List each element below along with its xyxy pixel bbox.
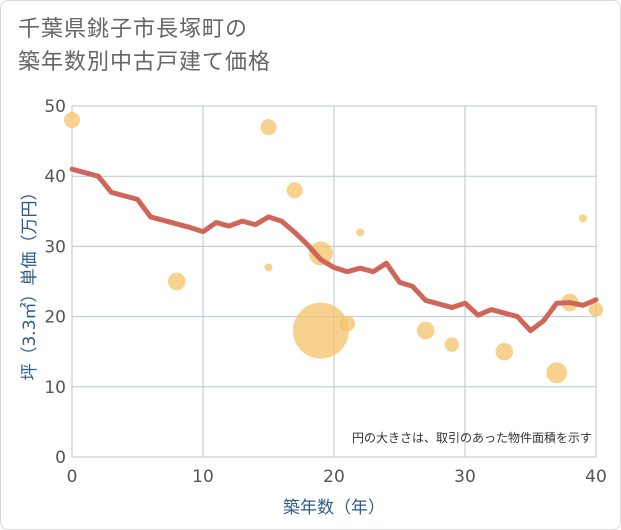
x-tick-10: 10	[192, 467, 214, 487]
x-tick-20: 20	[323, 467, 345, 487]
bubble-6	[292, 302, 349, 359]
trend-series-trend	[69, 166, 599, 334]
chart-title: 千葉県銚子市長塚町の 築年数別中古戸建て価格	[18, 13, 271, 79]
size-note: 円の大きさは、取引のあった物件面積を示す	[352, 430, 592, 445]
y-tick-50: 50	[44, 97, 66, 117]
bubble-15	[588, 302, 604, 317]
x-tick-30: 30	[454, 467, 476, 487]
grid-lines	[71, 105, 597, 458]
chart-title-line-2: 築年数別中古戸建て価格	[18, 50, 272, 75]
y-tick-40: 40	[44, 167, 66, 187]
tick-labels: 0 10 20 30 40 50 0 10 20 30 40	[44, 97, 606, 487]
trend-line	[69, 166, 599, 334]
bubble-9	[416, 321, 435, 340]
bubble-12	[546, 362, 568, 384]
bubble-8	[356, 228, 365, 237]
bubble-1	[168, 272, 186, 291]
bubble-3	[264, 263, 273, 272]
bubble-5	[308, 241, 333, 266]
bubble-10	[444, 337, 460, 352]
y-tick-0: 0	[55, 448, 66, 468]
bubble-11	[495, 342, 514, 361]
bubbles	[64, 112, 604, 384]
bubble-14	[578, 214, 587, 223]
x-tick-0: 0	[67, 467, 78, 487]
bubble-2	[260, 119, 277, 136]
x-tick-40: 40	[585, 467, 607, 487]
bubble-0	[64, 112, 80, 129]
y-tick-10: 10	[44, 378, 66, 398]
bubble-7	[339, 315, 356, 332]
chart-title-line-1: 千葉県銚子市長塚町の	[18, 17, 249, 42]
bubble-4	[286, 182, 303, 199]
y-tick-20: 20	[44, 308, 66, 328]
x-axis-label: 築年数（年）	[283, 498, 385, 518]
y-axis-label: 坪（3.3㎡）単価（万円）	[20, 183, 40, 380]
y-tick-30: 30	[44, 237, 66, 257]
